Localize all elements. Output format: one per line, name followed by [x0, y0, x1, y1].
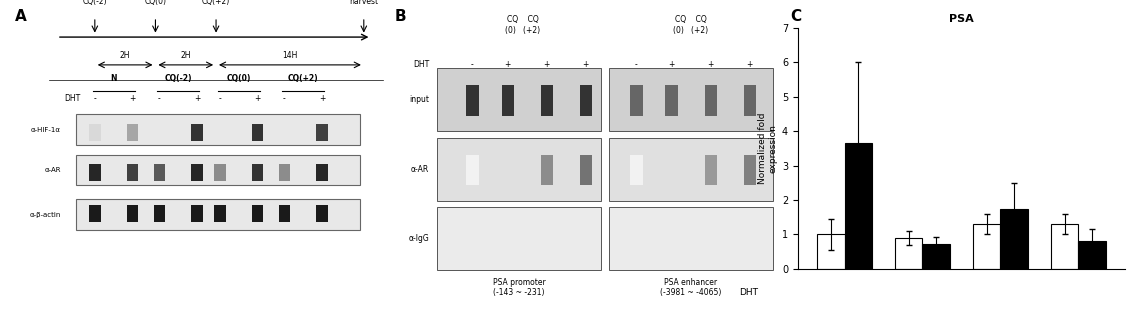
Bar [127, 164, 139, 181]
Bar [580, 154, 592, 185]
Bar [817, 235, 845, 269]
Text: +: + [707, 60, 714, 70]
Bar [744, 154, 757, 185]
Text: +: + [582, 60, 589, 70]
Bar [192, 124, 203, 141]
Text: CQ(-2): CQ(-2) [83, 0, 107, 6]
Title: PSA: PSA [949, 14, 974, 24]
Text: DHT: DHT [739, 288, 758, 298]
Bar [608, 207, 773, 270]
Bar [630, 154, 643, 185]
Text: -: - [635, 60, 637, 70]
Bar [76, 154, 360, 185]
Bar [580, 85, 592, 116]
Bar [466, 85, 479, 116]
Text: A: A [15, 9, 28, 24]
Text: B: B [394, 9, 406, 24]
Text: 14H: 14H [282, 51, 297, 60]
Text: CQ(+2): CQ(+2) [202, 0, 231, 6]
Bar [215, 205, 225, 222]
Bar [466, 154, 479, 185]
Bar [541, 154, 553, 185]
Text: +: + [543, 60, 550, 70]
Text: +: + [319, 94, 325, 104]
Bar [845, 143, 871, 269]
Text: +: + [746, 60, 753, 70]
Bar [502, 85, 514, 116]
Text: CQ    CQ
(0)   (+2): CQ CQ (0) (+2) [505, 15, 541, 35]
Text: CQ(+2): CQ(+2) [288, 74, 318, 83]
Text: PSA promoter
(-143 ~ -231): PSA promoter (-143 ~ -231) [492, 278, 545, 298]
Text: PSA enhancer
(-3981 ~ -4065): PSA enhancer (-3981 ~ -4065) [660, 278, 722, 298]
Bar [1052, 224, 1078, 269]
Bar [923, 244, 949, 269]
Bar [317, 205, 328, 222]
Text: 2H: 2H [180, 51, 191, 60]
Text: -: - [282, 94, 286, 104]
Text: α-β-actin: α-β-actin [30, 212, 61, 218]
Bar [127, 124, 139, 141]
Bar [90, 205, 101, 222]
Text: harvest: harvest [349, 0, 379, 6]
Text: +: + [668, 60, 675, 70]
Text: DHT: DHT [64, 94, 80, 104]
Bar [76, 114, 360, 145]
Bar [215, 164, 225, 181]
Bar [90, 164, 101, 181]
Bar [705, 154, 718, 185]
Text: CQ(0): CQ(0) [226, 74, 251, 83]
Text: +: + [255, 94, 261, 104]
Bar [154, 164, 165, 181]
Bar [744, 85, 757, 116]
Bar [666, 85, 678, 116]
Text: CQ(0): CQ(0) [145, 0, 166, 6]
Bar [76, 199, 360, 230]
Text: -: - [93, 94, 96, 104]
Text: -: - [218, 94, 222, 104]
Text: C: C [790, 9, 801, 24]
Bar [608, 68, 773, 131]
Text: DHT: DHT [413, 60, 429, 70]
Bar [895, 238, 923, 269]
Text: +: + [194, 94, 200, 104]
Bar [192, 164, 203, 181]
Text: +: + [504, 60, 511, 70]
Bar [279, 205, 290, 222]
Bar [437, 68, 602, 131]
Bar [154, 205, 165, 222]
Text: -: - [158, 94, 161, 104]
Text: 2H: 2H [119, 51, 131, 60]
Text: α-HIF-1α: α-HIF-1α [31, 127, 61, 133]
Bar [253, 164, 263, 181]
Bar [437, 138, 602, 201]
Bar [630, 85, 643, 116]
Bar [1000, 209, 1027, 269]
Bar [974, 224, 1000, 269]
Text: α-IgG: α-IgG [409, 234, 429, 243]
Bar [705, 85, 718, 116]
Bar [192, 205, 203, 222]
Text: N: N [110, 74, 117, 83]
Bar [1078, 241, 1106, 269]
Bar [279, 164, 290, 181]
Bar [608, 138, 773, 201]
Bar [90, 124, 101, 141]
Y-axis label: Normalized fold
expression: Normalized fold expression [759, 112, 777, 184]
Bar [317, 124, 328, 141]
Text: -: - [471, 60, 474, 70]
Bar [253, 124, 263, 141]
Text: input: input [410, 95, 429, 104]
Bar [253, 205, 263, 222]
Bar [317, 164, 328, 181]
Text: α-AR: α-AR [45, 167, 61, 173]
Bar [541, 85, 553, 116]
Text: α-AR: α-AR [411, 165, 429, 174]
Text: CQ    CQ
(0)   (+2): CQ CQ (0) (+2) [674, 15, 708, 35]
Bar [127, 205, 139, 222]
Text: +: + [130, 94, 135, 104]
Bar [437, 207, 602, 270]
Text: CQ(-2): CQ(-2) [164, 74, 192, 83]
